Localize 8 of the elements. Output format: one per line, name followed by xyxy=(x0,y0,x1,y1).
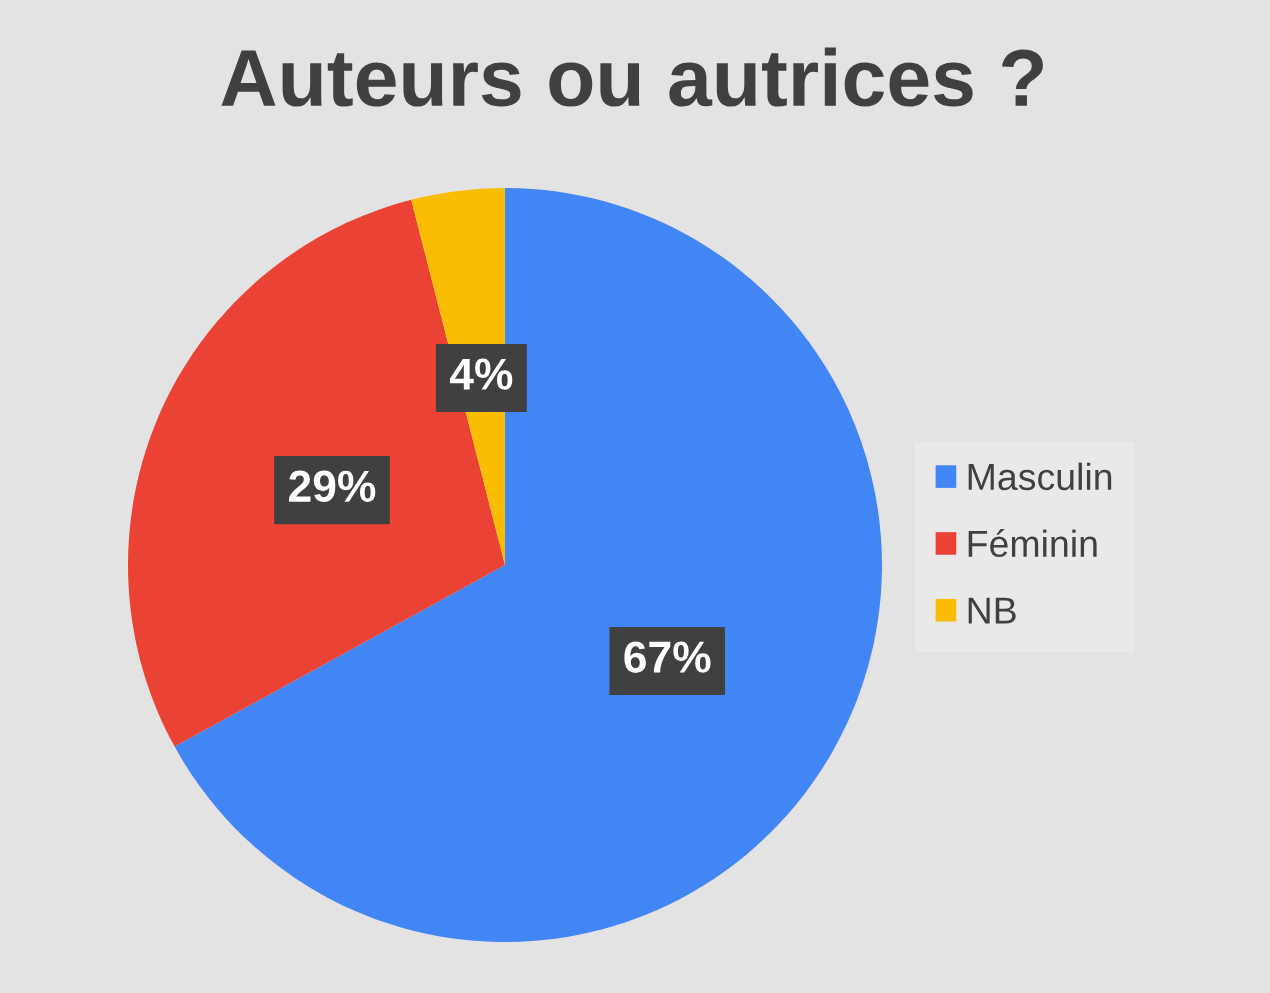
data-label: 67% xyxy=(624,641,711,673)
data-label: 29% xyxy=(289,470,376,503)
chart-title: Auteurs ou autrices ? xyxy=(221,47,1043,107)
legend-label: Féminin xyxy=(968,529,1097,558)
legend-label: NB xyxy=(968,597,1016,624)
data-label: 4% xyxy=(449,358,513,390)
legend-label: Masculin xyxy=(968,462,1112,491)
pie-slice xyxy=(174,188,882,942)
